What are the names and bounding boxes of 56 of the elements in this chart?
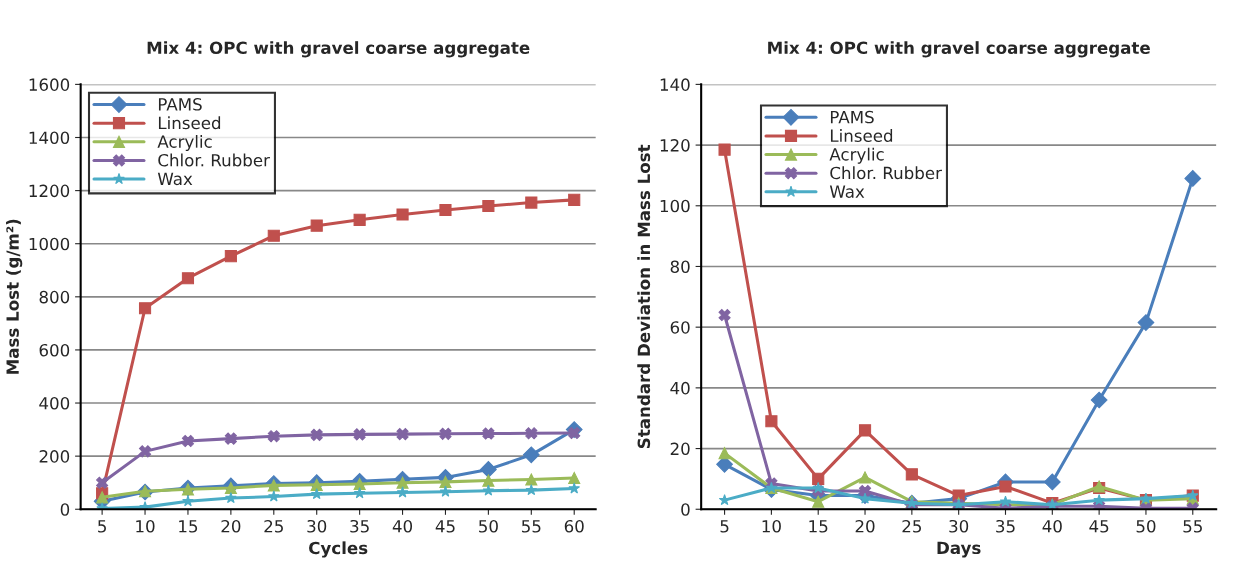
y-tick-label: 120	[660, 139, 690, 152]
legend-label: Acrylic	[157, 134, 212, 152]
y-tick-label: 0	[60, 503, 70, 516]
y-tick-label: 600	[39, 343, 70, 357]
x-axis-title: Cycles	[309, 541, 368, 558]
x-tick-label: 25	[902, 519, 921, 533]
legend-label: Acrylic	[829, 147, 884, 164]
y-tick-label: 1000	[29, 237, 70, 251]
y-axis-title: Mass Lost (g/m²)	[6, 219, 23, 374]
x-tick-label: 15	[179, 520, 198, 533]
y-axis-title: Standard Deviation in Mass Lost	[637, 144, 651, 449]
x-tick-label: 45	[1089, 520, 1109, 533]
y-tick-label: 200	[39, 450, 70, 463]
legend-label: PAMS	[830, 110, 874, 124]
x-tick-label: 30	[949, 519, 969, 533]
legend-label: Chlor. Rubber	[830, 166, 942, 180]
y-tick-label: 20	[670, 442, 690, 456]
x-tick-label: 10	[136, 519, 155, 533]
legend-label: Chlor. Rubber	[158, 153, 270, 167]
x-tick-label: 60	[564, 519, 584, 533]
y-tick-label: 80	[670, 260, 690, 274]
legend-label: PAMS	[158, 98, 202, 111]
x-tick-label: 30	[307, 519, 327, 533]
legend-label: Wax	[157, 172, 193, 186]
y-tick-label: 1200	[29, 184, 70, 198]
x-tick-label: 25	[264, 519, 283, 533]
y-tick-label: 100	[660, 199, 690, 213]
x-tick-label: 35	[996, 519, 1015, 533]
legend-label: Wax	[829, 185, 865, 198]
x-tick-label: 20	[855, 519, 875, 533]
y-tick-label: 60	[670, 321, 690, 334]
y-tick-label: 0	[681, 503, 690, 516]
legend-label: Linseed	[830, 129, 893, 142]
x-tick-label: 35	[350, 519, 369, 533]
x-tick-label: 50	[479, 519, 498, 533]
x-tick-label: 10	[762, 519, 781, 533]
x-tick-label: 45	[435, 520, 455, 533]
x-tick-label: 40	[1042, 519, 1062, 533]
chart-title: Mix 4: OPC with gravel coarse aggregate	[147, 41, 530, 58]
y-tick-label: 1600	[29, 78, 70, 91]
x-axis-title: Days	[937, 541, 981, 558]
y-tick-label: 800	[39, 290, 70, 304]
y-tick-label: 400	[39, 397, 70, 410]
chart-title: Mix 4: OPC with gravel coarse aggregate	[768, 41, 1150, 58]
x-tick-label: 15	[809, 520, 828, 533]
y-tick-label: 140	[660, 78, 690, 91]
y-tick-label: 40	[670, 381, 690, 395]
x-tick-label: 40	[392, 519, 413, 533]
y-tick-label: 1400	[29, 131, 70, 145]
x-tick-label: 5	[720, 520, 729, 533]
legend-label: Linseed	[158, 116, 221, 130]
x-tick-label: 20	[221, 519, 241, 533]
x-tick-label: 50	[1136, 519, 1156, 533]
x-tick-label: 55	[1183, 520, 1202, 533]
x-tick-label: 55	[521, 520, 541, 533]
x-tick-label: 5	[98, 520, 106, 533]
